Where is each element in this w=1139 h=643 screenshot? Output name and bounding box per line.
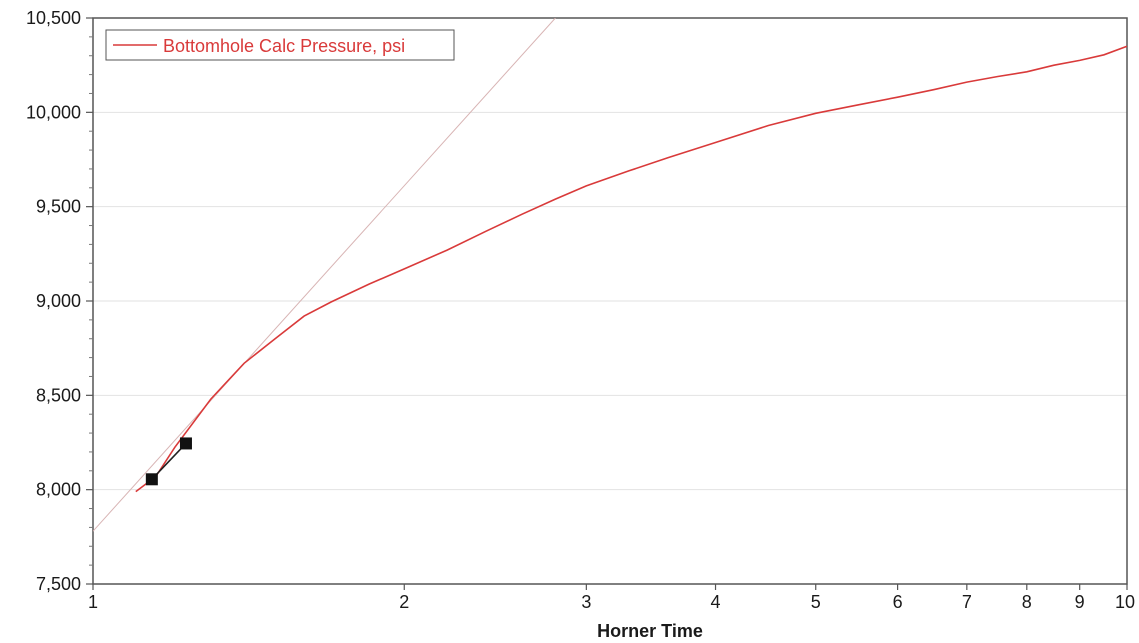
marker-layer	[145, 437, 192, 486]
x-axis-ticks: 1 2 3 4 5 6 7 8 9 10	[88, 584, 1135, 612]
x-tick-label: 4	[711, 592, 721, 612]
x-tick-label: 1	[88, 592, 98, 612]
y-tick-label: 9,500	[36, 197, 81, 217]
y-tick-label: 8,000	[36, 480, 81, 500]
x-tick-label: 6	[893, 592, 903, 612]
x-tick-label: 7	[962, 592, 972, 612]
series-layer	[93, 18, 1127, 532]
x-tick-label: 10	[1115, 592, 1135, 612]
data-marker[interactable]	[145, 473, 158, 486]
x-tick-label: 9	[1075, 592, 1085, 612]
legend: Bottomhole Calc Pressure, psi	[105, 29, 455, 61]
x-tick-label: 5	[811, 592, 821, 612]
x-tick-label: 8	[1022, 592, 1032, 612]
y-tick-label: 10,500	[26, 8, 81, 28]
x-tick-label: 2	[399, 592, 409, 612]
y-tick-label: 10,000	[26, 102, 81, 122]
series-line-bottomhole-pressure	[135, 45, 1127, 493]
x-axis-title: Horner Time	[597, 621, 703, 641]
legend-box	[105, 29, 455, 61]
y-axis-ticks: 7,500 8,000 8,500 9,000 9,500 10,000 10,500	[26, 8, 93, 594]
y-tick-label: 8,500	[36, 385, 81, 405]
legend-label: Bottomhole Calc Pressure, psi	[163, 36, 405, 56]
y-tick-label: 7,500	[36, 574, 81, 594]
gridlines	[93, 111, 1127, 491]
fit-line	[93, 18, 556, 532]
data-marker[interactable]	[179, 437, 192, 450]
y-tick-label: 9,000	[36, 291, 81, 311]
x-tick-label: 3	[581, 592, 591, 612]
